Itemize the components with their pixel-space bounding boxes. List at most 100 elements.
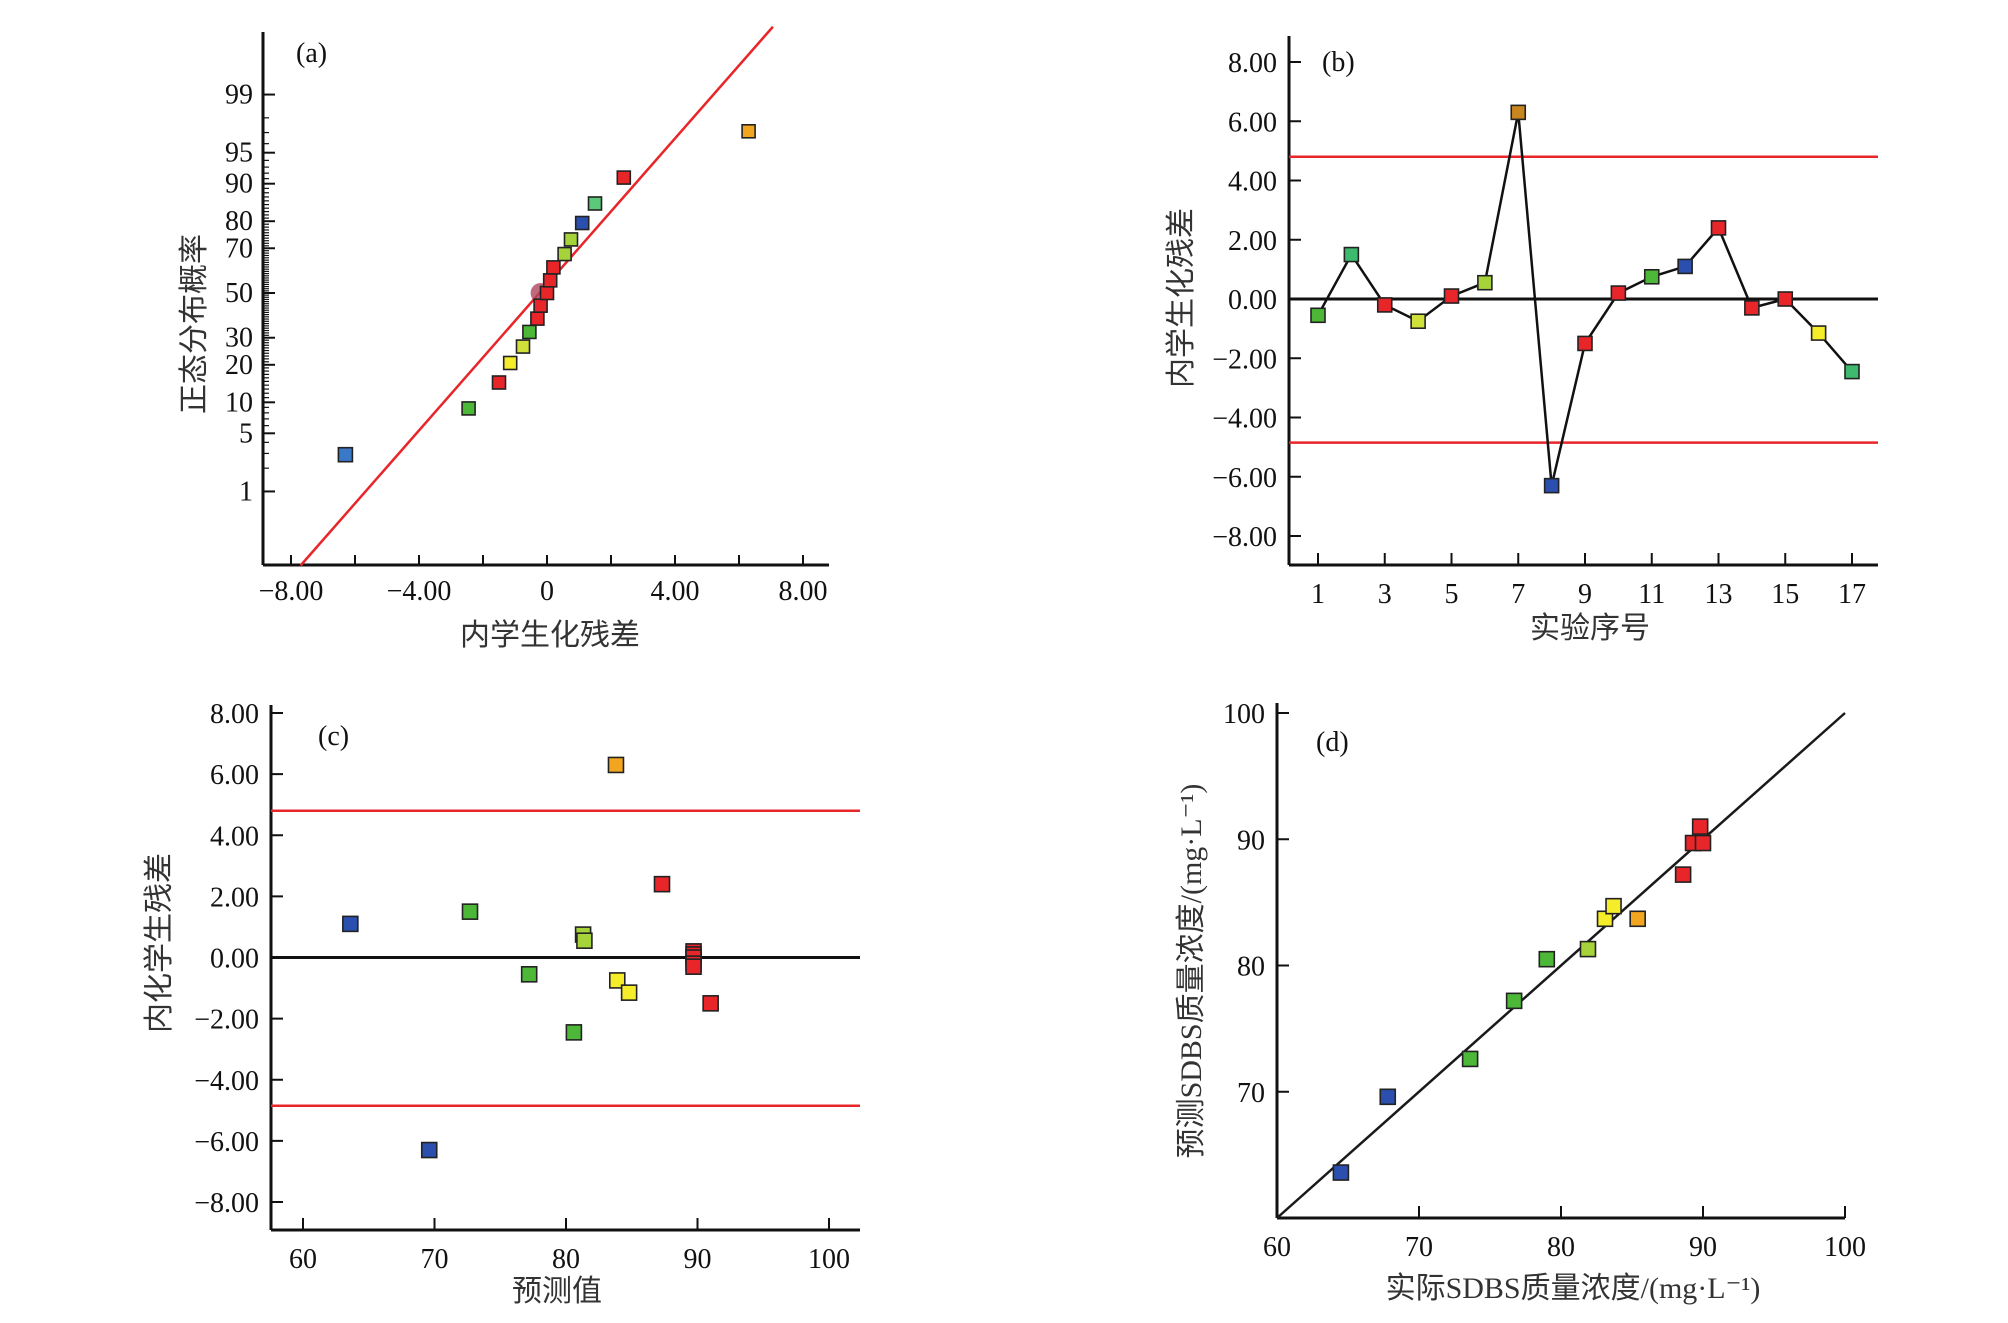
x-tick-label: −4.00 [387, 576, 452, 607]
x-tick-label: −8.00 [259, 576, 324, 607]
data-point [620, 984, 638, 1001]
x-tick-label: 13 [1705, 579, 1733, 610]
x-tick-label: 80 [1547, 1232, 1575, 1263]
data-point [574, 215, 590, 231]
y-tick-label: 30 [225, 323, 253, 354]
y-tick-label: −2.00 [1212, 344, 1277, 375]
data-point [1710, 220, 1727, 236]
data-point [520, 966, 538, 983]
y-tick-label: 6.00 [210, 760, 259, 791]
y-tick-label: 70 [1237, 1078, 1265, 1109]
x-axis-label: 预测值 [512, 1275, 602, 1308]
y-tick-label: −4.00 [1212, 404, 1277, 435]
data-point [461, 903, 479, 920]
data-point [337, 446, 354, 463]
x-tick-label: 90 [684, 1244, 712, 1275]
data-point [461, 401, 476, 416]
data-point [530, 311, 545, 326]
data-point [1577, 335, 1593, 352]
y-tick-label: 80 [1237, 952, 1265, 983]
data-point [1596, 910, 1614, 928]
data-point [1410, 313, 1426, 330]
data-point [607, 756, 625, 774]
y-tick-label: 4.00 [1228, 167, 1277, 198]
y-tick-label: 95 [225, 138, 253, 169]
data-point [1543, 477, 1560, 494]
data-point [1674, 866, 1692, 883]
y-tick-label: 8.00 [210, 699, 259, 730]
data-point [608, 972, 626, 989]
x-tick-label: 11 [1638, 579, 1665, 610]
x-tick-label: 70 [421, 1244, 449, 1275]
x-axis-label: 实验序号 [1530, 612, 1650, 645]
data-point [515, 339, 531, 354]
data-point [1777, 291, 1794, 307]
x-tick-label: 100 [808, 1244, 850, 1275]
x-axis-label: 实际SDBS质量浓度/(mg·L⁻¹) [1386, 1272, 1761, 1305]
data-point [420, 1141, 438, 1159]
x-tick-label: 1 [1311, 579, 1325, 610]
panel-label: (d) [1316, 727, 1349, 758]
data-point [565, 1024, 583, 1041]
panel-b-residuals-vs-run: 8.00 6.00 4.00 2.00 0.00 −2.00 −4.00 −6.00 −8.00… [1165, 36, 1878, 645]
x-tick-label: 7 [1511, 579, 1525, 610]
data-point [1677, 258, 1693, 275]
y-tick-label: 100 [1223, 699, 1265, 730]
y-tick-label: 0.00 [210, 944, 259, 975]
data-point [1477, 274, 1493, 291]
data-point [1343, 246, 1360, 263]
data-point [616, 170, 632, 185]
y-tick-label: 6.00 [1228, 107, 1277, 138]
x-tick-label: 15 [1771, 579, 1799, 610]
x-tick-label: 17 [1838, 579, 1866, 610]
y-tick-label: 90 [1237, 825, 1265, 856]
data-point [502, 355, 518, 371]
y-tick-label: 10 [225, 387, 253, 418]
x-tick-label: 60 [289, 1244, 317, 1275]
x-tick-label: 8.00 [779, 576, 828, 607]
data-point [1691, 818, 1709, 835]
data-point [1610, 285, 1627, 301]
data-point [546, 260, 561, 275]
data-point [491, 375, 507, 390]
y-tick-label: 90 [225, 169, 253, 200]
y-tick-label: 70 [225, 233, 253, 264]
x-tick-label: 3 [1378, 579, 1392, 610]
data-point [557, 246, 572, 262]
y-tick-label: 5 [239, 418, 253, 449]
data-point [1810, 325, 1827, 341]
data-point [1461, 1050, 1479, 1068]
y-tick-label: 8.00 [1228, 48, 1277, 79]
y-axis-label: 内学生化残差 [1165, 208, 1198, 388]
y-tick-label: 99 [225, 80, 253, 111]
panel-c-residuals-vs-predicted: 8.00 6.00 4.00 2.00 0.00 −2.00 −4.00 −6.00 −8.00… [143, 699, 860, 1308]
y-tick-label: 50 [225, 278, 253, 309]
data-point [539, 285, 555, 301]
y-tick-label: 2.00 [210, 882, 259, 913]
data-point [702, 995, 719, 1012]
panel-label: (b) [1322, 47, 1355, 78]
data-point [741, 123, 756, 139]
x-tick-label: 4.00 [651, 576, 700, 607]
y-axis-label: 正态分布概率 [178, 234, 211, 414]
x-tick-label: 0 [540, 576, 554, 607]
data-point [1643, 268, 1660, 285]
data-point [1505, 992, 1523, 1010]
y-tick-label: 80 [225, 206, 253, 237]
panel-label: (c) [318, 721, 349, 752]
data-point [533, 298, 548, 313]
y-tick-label: −4.00 [194, 1066, 259, 1097]
x-tick-label: 70 [1405, 1232, 1433, 1263]
y-tick-label: −6.00 [1212, 463, 1277, 494]
y-axis-label: 内化学生残差 [143, 853, 176, 1033]
data-point [1332, 1164, 1350, 1181]
data-point [542, 273, 558, 288]
data-point [576, 932, 593, 949]
x-tick-label: 9 [1578, 579, 1592, 610]
data-point [1579, 940, 1597, 958]
y-tick-label: −6.00 [194, 1127, 259, 1158]
data-point [685, 958, 702, 975]
x-axis-label: 内学生化残差 [460, 619, 640, 652]
